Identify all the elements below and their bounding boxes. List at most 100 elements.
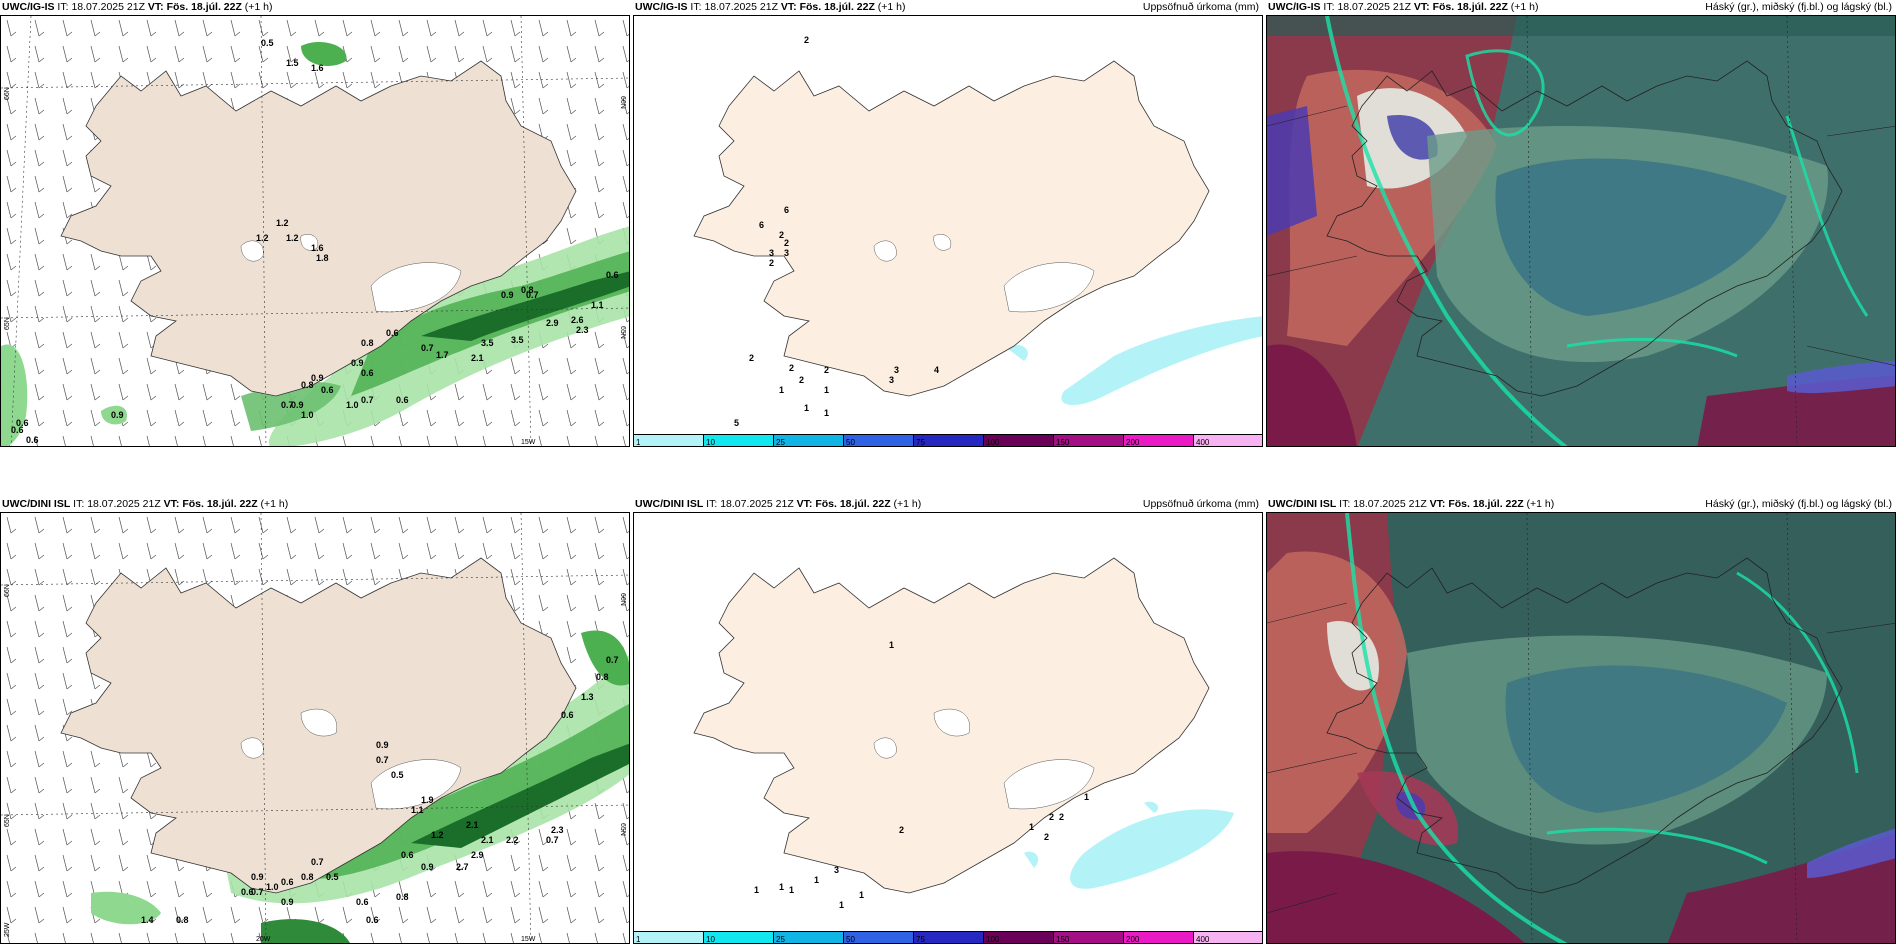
value-label: 1.8 (316, 253, 329, 263)
value-label: 0.6 (321, 385, 334, 395)
value-label: 2.2 (506, 835, 519, 845)
value-label: 3 (894, 365, 899, 375)
panel-header: UWC/IG-IS IT: 18.07.2025 21Z VT: Fös. 18… (2, 1, 273, 13)
value-label: 1 (814, 875, 819, 885)
value-label: 4 (934, 365, 939, 375)
colorbar-swatch (844, 932, 914, 943)
lat-label: 66N (4, 87, 11, 100)
value-label: 2 (749, 353, 754, 363)
colorbar-swatch (844, 435, 914, 446)
panel-title: Háský (gr.), miðský (fj.bl.) og lágský (… (1705, 498, 1892, 510)
colorbar-swatch (774, 435, 844, 446)
colorbar-label: 100 (986, 935, 1000, 944)
value-label: 0.9 (111, 410, 124, 420)
value-label: 2.1 (481, 835, 494, 845)
colorbar (634, 931, 1262, 943)
colorbar-swatch (914, 932, 984, 943)
lat-label: 65N (4, 317, 11, 330)
colorbar-swatch (1124, 932, 1194, 943)
value-label: 0.9 (376, 740, 389, 750)
value-label: 1 (824, 385, 829, 395)
value-label: 2 (1044, 832, 1049, 842)
value-label: 2.3 (551, 825, 564, 835)
cloud-map (1267, 16, 1895, 446)
value-label: 0.9 (421, 862, 434, 872)
value-label: 1.0 (346, 400, 359, 410)
lat-label: 65N (619, 326, 626, 339)
value-label: 2.1 (471, 353, 484, 363)
value-label: 0.5 (391, 770, 404, 780)
colorbar-label: 100 (986, 438, 1000, 447)
colorbar-swatch (1194, 932, 1262, 943)
value-label: 2.9 (471, 850, 484, 860)
value-label: 2 (824, 365, 829, 375)
colorbar-swatch (704, 932, 774, 943)
value-label: 3.5 (511, 335, 524, 345)
map-frame: 66N 66N 65N 65N 25W 20W 15W 0.7 0.8 1.3 0.6… (0, 512, 630, 944)
colorbar-swatch (914, 435, 984, 446)
panel-header: UWC/IG-IS IT: 18.07.2025 21Z VT: Fös. 18… (635, 1, 906, 13)
value-label: 0.7 (606, 655, 619, 665)
value-label: 1 (839, 900, 844, 910)
value-label: 2 (779, 230, 784, 240)
value-label: 0.7 (251, 887, 264, 897)
colorbar-swatch (1124, 435, 1194, 446)
value-label: 0.6 (361, 368, 374, 378)
value-label: 0.6 (396, 395, 409, 405)
colorbar-swatch (704, 435, 774, 446)
value-label: 1.1 (411, 805, 424, 815)
lon-label: 15W (521, 439, 536, 446)
panel-header: UWC/IG-IS IT: 18.07.2025 21Z VT: Fös. 18… (1268, 1, 1539, 13)
value-label: 0.6 (366, 915, 379, 925)
iceland-land (693, 60, 1210, 397)
colorbar-label: 150 (1056, 438, 1070, 447)
value-label: 0.7 (421, 343, 434, 353)
value-label: 0.6 (16, 418, 29, 428)
value-label: 2.3 (576, 325, 589, 335)
value-label: 2 (1059, 812, 1064, 822)
value-label: 2 (899, 825, 904, 835)
panel-header: UWC/DINI ISL IT: 18.07.2025 21Z VT: Fös.… (1268, 498, 1555, 510)
value-label: 1 (1084, 792, 1089, 802)
value-label: 0.8 (396, 892, 409, 902)
panel-title: Háský (gr.), miðský (fj.bl.) og lágský (… (1705, 1, 1892, 13)
colorbar-swatch (984, 435, 1054, 446)
map-frame (1266, 15, 1896, 447)
value-label: 1.3 (581, 692, 594, 702)
value-label: 0.8 (301, 872, 314, 882)
value-label: 2.6 (571, 315, 584, 325)
value-label: 0.9 (281, 897, 294, 907)
value-label: 2 (769, 258, 774, 268)
panel-dini-precip: UWC/DINI ISL IT: 18.07.2025 21Z VT: Fös.… (633, 497, 1263, 944)
value-label: 2.7 (456, 862, 469, 872)
panel-ig-wind: UWC/IG-IS IT: 18.07.2025 21Z VT: Fös. 18… (0, 0, 630, 447)
value-label: 6 (784, 205, 789, 215)
value-label: 1.6 (311, 243, 324, 253)
panel-dini-wind: UWC/DINI ISL IT: 18.07.2025 21Z VT: Fös.… (0, 497, 630, 944)
value-label: 2.9 (546, 318, 559, 328)
value-label: 1.7 (436, 350, 449, 360)
colorbar-label: 200 (1126, 935, 1140, 944)
value-label: 2 (1049, 812, 1054, 822)
value-label: 1.0 (266, 882, 279, 892)
colorbar-swatch (984, 932, 1054, 943)
value-label: 0.7 (546, 835, 559, 845)
colorbar-label: 50 (846, 935, 855, 944)
colorbar-swatch (774, 932, 844, 943)
colorbar-label: 10 (706, 438, 715, 447)
value-label: 1 (859, 890, 864, 900)
colorbar (634, 434, 1262, 446)
value-label: 0.9 (501, 290, 514, 300)
value-label: 0.6 (241, 887, 254, 897)
wind-map: 66N 66N 65N 65N 25W 20W 15W 0.70.81.30.6… (1, 513, 629, 943)
value-label: 0.6 (26, 435, 39, 445)
value-label: 0.5 (261, 38, 274, 48)
colorbar-label: 1 (636, 935, 641, 944)
value-label: 0.6 (11, 425, 24, 435)
colorbar-swatch (634, 435, 704, 446)
value-label: 1.6 (311, 63, 324, 73)
value-label: 0.9 (311, 373, 324, 383)
lat-label: 66N (619, 96, 626, 109)
value-label: 1.4 (141, 915, 154, 925)
